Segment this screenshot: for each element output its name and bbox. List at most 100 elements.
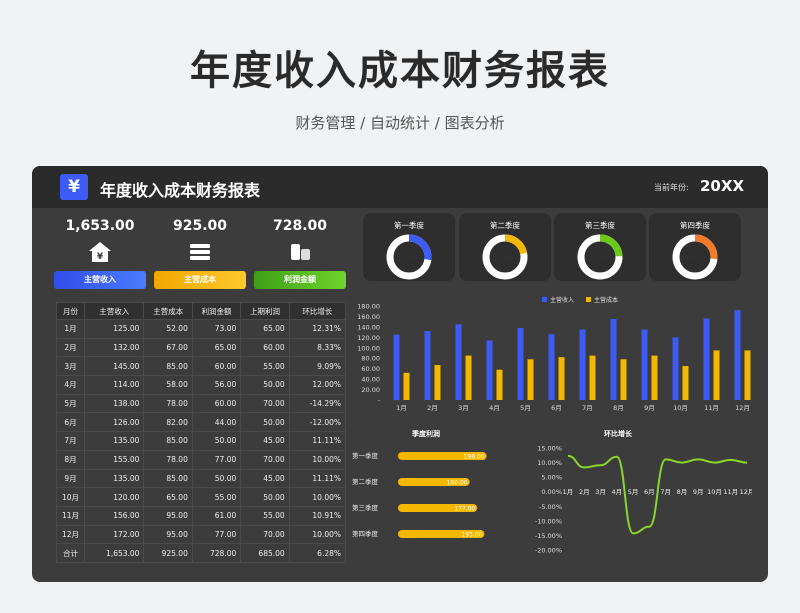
table-cell: 135.00 <box>83 431 145 451</box>
x-tick-label: 4月 <box>489 404 500 412</box>
monthly-bar-chart: 180.00 160.00 140.00 120.00 100.00 80.00 60.00… <box>357 296 751 412</box>
table-row: 11月 156.00 95.00 61.00 55.00 10.91% <box>56 505 347 526</box>
quarter-donut: 24.31% <box>577 234 623 280</box>
table-cell: 7月 <box>56 431 85 451</box>
bar-revenue <box>579 329 586 400</box>
kpi-revenue-button[interactable]: 主营收入 <box>54 271 146 289</box>
y-tick-label: 15.00% <box>537 445 562 453</box>
table-cell: 1月 <box>56 319 85 339</box>
yen-logo-icon: ¥ <box>60 174 88 200</box>
table-cell: 6月 <box>56 412 85 433</box>
donut-arc <box>577 234 623 280</box>
monthly-data-table: 月份 主营收入 主营成本 利润金额 上期利润 环比增长 1月 125.00 52.0… <box>56 302 347 563</box>
y-tick-label: 5.00% <box>541 474 562 482</box>
legend-label: 主营成本 <box>594 296 618 304</box>
bar-revenue <box>517 327 524 400</box>
hbar-value-label: 177.00 <box>454 506 475 513</box>
dashboard-panel: ¥ 年度收入成本财务报表 当前年份: 20XX 1,653.00 ¥ 主营收入 … <box>32 166 768 582</box>
y-tick-label: 140.00 <box>357 323 380 331</box>
table-row: 7月 135.00 85.00 50.00 45.00 11.11% <box>56 431 347 451</box>
table-cell: 685.00 <box>240 543 290 563</box>
table-cell: 50.00 <box>240 375 290 395</box>
table-cell: 70.00 <box>240 393 290 414</box>
table-cell: 78.00 <box>143 449 193 470</box>
svg-text:¥: ¥ <box>97 252 104 262</box>
table-row: 3月 145.00 85.00 60.00 55.00 9.09% <box>56 356 347 377</box>
table-cell: 114.00 <box>83 375 145 395</box>
kpi-profit: 728.00 利润金额 <box>254 218 346 289</box>
table-cell: 合计 <box>56 543 85 563</box>
table-cell: 156.00 <box>83 505 145 526</box>
table-cell: 2月 <box>56 337 85 358</box>
table-cell: 60.00 <box>240 337 290 358</box>
donut-pct: 24.31% <box>588 254 613 262</box>
bar-revenue <box>641 329 648 400</box>
table-cell: 6.28% <box>288 543 347 563</box>
table-body: 1月 125.00 52.00 73.00 65.00 12.31% 2月 132.00 67.… <box>56 319 347 563</box>
x-tick-label: 11月 <box>704 404 719 412</box>
table-cell: 45.00 <box>240 468 290 489</box>
kpi-cost-button[interactable]: 主营成本 <box>154 271 246 289</box>
table-cell: 45.00 <box>240 431 290 451</box>
table-header: 利润金额 <box>191 302 242 320</box>
x-tick-label: 2月 <box>427 404 438 412</box>
table-cell: 65.00 <box>143 487 193 507</box>
table-cell: 60.00 <box>191 393 242 414</box>
hbar-value-label: 193.00 <box>461 532 482 539</box>
table-cell: 52.00 <box>143 319 193 339</box>
bar-cost <box>682 366 689 400</box>
hbar-category-label: 第四季度 <box>352 529 379 538</box>
table-cell: 126.00 <box>83 412 145 433</box>
bar-revenue <box>455 324 462 400</box>
x-tick-label: 1月 <box>396 404 407 412</box>
bar-revenue <box>424 331 431 400</box>
bar-cost <box>434 365 441 400</box>
table-cell: 50.00 <box>240 487 290 507</box>
table-cell: -14.29% <box>288 393 347 414</box>
table-header: 主营收入 <box>83 302 145 320</box>
bar-cost <box>527 359 534 400</box>
hbar-bar <box>398 530 485 538</box>
table-cell: 172.00 <box>83 524 145 545</box>
quarter-label: 第一季度 <box>394 221 424 230</box>
quarter-card-q1: 第一季度 27.20% <box>363 213 455 281</box>
y-tick-label: -15.00% <box>535 532 562 540</box>
table-cell: 56.00 <box>191 375 242 395</box>
y-tick-label: - <box>378 397 381 405</box>
kpi-revenue: 1,653.00 ¥ 主营收入 <box>54 218 146 289</box>
table-cell: 145.00 <box>83 356 145 377</box>
table-cell: 8月 <box>56 449 85 470</box>
table-cell: 135.00 <box>83 468 145 489</box>
hbar-value-label: 198.00 <box>464 454 485 461</box>
table-cell: 9.09% <box>288 356 347 377</box>
bar-revenue <box>703 318 710 400</box>
quarter-donut: 27.20% <box>386 234 432 280</box>
table-cell: 155.00 <box>83 449 145 470</box>
quarter-card-q3: 第三季度 24.31% <box>554 213 646 281</box>
table-header: 环比增长 <box>288 302 347 320</box>
x-tick-label: 5月 <box>520 404 531 412</box>
year-value: 20XX <box>700 177 745 195</box>
quarter-label: 第三季度 <box>585 221 615 230</box>
bar-revenue <box>486 340 493 400</box>
y-tick-label: 60.00 <box>361 365 380 373</box>
hbar-bar <box>398 504 478 512</box>
hbar-category-label: 第一季度 <box>352 451 379 460</box>
x-tick-label: 9月 <box>644 404 655 412</box>
bar-revenue <box>734 310 741 400</box>
hbar-bar <box>398 452 487 460</box>
quarter-profit-chart: 第一季度 198.00 第二季度 160.00 第三季度 177.00 第四季度 193.00 <box>352 451 487 539</box>
table-row: 1月 125.00 52.00 73.00 65.00 12.31% <box>56 319 347 339</box>
bar-cost <box>558 357 565 400</box>
table-cell: 10月 <box>56 487 85 507</box>
y-tick-label: 100.00 <box>357 344 380 352</box>
table-cell: 125.00 <box>83 319 145 339</box>
quarter-donut: 21.98% <box>482 234 528 280</box>
kpi-profit-button[interactable]: 利润金额 <box>254 271 346 289</box>
x-tick-label: 10月 <box>673 404 688 412</box>
table-cell: 55.00 <box>240 356 290 377</box>
x-tick-label: 12月 <box>740 488 752 496</box>
donut-arc <box>672 234 718 280</box>
donut-pct: 26.51% <box>683 254 708 262</box>
x-tick-label: 6月 <box>644 488 655 496</box>
